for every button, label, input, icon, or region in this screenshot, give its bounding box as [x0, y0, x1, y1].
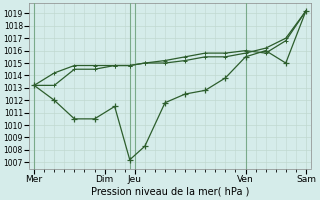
X-axis label: Pression niveau de la mer( hPa ): Pression niveau de la mer( hPa ) [91, 187, 249, 197]
